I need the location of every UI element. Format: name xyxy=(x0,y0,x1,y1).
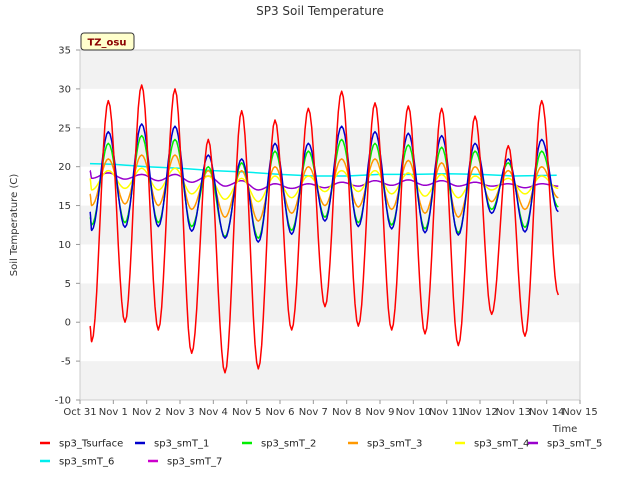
series-lines xyxy=(89,84,560,374)
x-tick-label: Nov 11 xyxy=(429,407,464,418)
y-tick-label: 35 xyxy=(58,46,71,57)
legend-item: sp3_Tsurface xyxy=(40,439,123,450)
y-tick-label: 15 xyxy=(58,201,71,212)
timezone-annotation: TZ_osu xyxy=(80,32,135,51)
plot-area xyxy=(79,49,581,401)
legend-label: sp3_smT_6 xyxy=(59,457,114,468)
grid-band xyxy=(80,127,580,167)
x-axis-label: Time xyxy=(552,424,577,435)
timezone-box xyxy=(80,32,135,51)
legend-item: sp3_smT_7 xyxy=(148,457,222,468)
timezone-label: TZ_osu xyxy=(87,38,126,49)
x-tick-label: Nov 3 xyxy=(165,407,194,418)
x-axis-ticks: Oct 31 Nov 1 Nov 2 Nov 3 Nov 4 Nov 5 Nov 6 Nov … xyxy=(63,400,598,418)
x-tick-label: Nov 4 xyxy=(199,407,228,418)
grid-band xyxy=(80,205,580,245)
grid-bands xyxy=(80,50,580,400)
series-line-sp3-tsurface xyxy=(89,84,560,374)
legend-label: sp3_Tsurface xyxy=(59,439,123,450)
grid-band xyxy=(80,88,580,128)
legend-item: sp3_smT_3 xyxy=(348,439,422,450)
legend-label: sp3_smT_2 xyxy=(261,439,316,450)
y-tick-label: 10 xyxy=(58,240,71,251)
series-line-sp3-smt-1 xyxy=(89,123,559,243)
x-tick-label: Nov 13 xyxy=(496,407,531,418)
legend-label: sp3_smT_7 xyxy=(167,457,222,468)
x-tick-label: Nov 9 xyxy=(365,407,394,418)
chart-title: SP3 Soil Temperature xyxy=(256,4,384,18)
y-tick-label: -5 xyxy=(61,357,71,368)
x-tick-label: Nov 12 xyxy=(462,407,497,418)
x-tick-label: Nov 6 xyxy=(265,407,294,418)
x-tick-label: Nov 5 xyxy=(232,407,261,418)
x-tick-label: Nov 7 xyxy=(299,407,328,418)
legend-item: sp3_smT_2 xyxy=(242,439,316,450)
legend-item: sp3_smT_6 xyxy=(40,457,114,468)
grid-band xyxy=(80,322,580,362)
legend-label: sp3_smT_3 xyxy=(367,439,422,450)
legend-label: sp3_smT_5 xyxy=(547,439,602,450)
y-tick-label: 20 xyxy=(58,162,71,173)
y-tick-label: 25 xyxy=(58,123,71,134)
x-tick-label: Oct 31 xyxy=(63,407,96,418)
grid-band xyxy=(80,361,580,400)
legend-item: sp3_smT_1 xyxy=(135,439,209,450)
grid-band xyxy=(80,50,580,89)
y-tick-label: 30 xyxy=(58,84,71,95)
x-tick-label: Nov 2 xyxy=(132,407,161,418)
y-tick-label: -10 xyxy=(55,396,71,407)
x-tick-label: Nov 10 xyxy=(396,407,431,418)
legend-label: sp3_smT_1 xyxy=(154,439,209,450)
legend: sp3_Tsurface sp3_smT_1 sp3_smT_2 sp3_smT_3 s… xyxy=(40,439,602,468)
x-tick-label: Nov 8 xyxy=(332,407,361,418)
x-tick-label: Nov 15 xyxy=(562,407,597,418)
x-tick-label: Nov 14 xyxy=(529,407,564,418)
y-tick-label: 0 xyxy=(65,318,71,329)
y-axis-label: Soil Temperature (C) xyxy=(9,174,20,277)
legend-item: sp3_smT_4 xyxy=(455,439,529,450)
x-tick-label: Nov 1 xyxy=(99,407,128,418)
legend-item: sp3_smT_5 xyxy=(528,439,602,450)
legend-label: sp3_smT_4 xyxy=(474,439,529,450)
y-tick-label: 5 xyxy=(65,279,71,290)
y-axis-ticks: -10 -5 0 5 10 15 20 25 30 35 xyxy=(55,46,80,407)
